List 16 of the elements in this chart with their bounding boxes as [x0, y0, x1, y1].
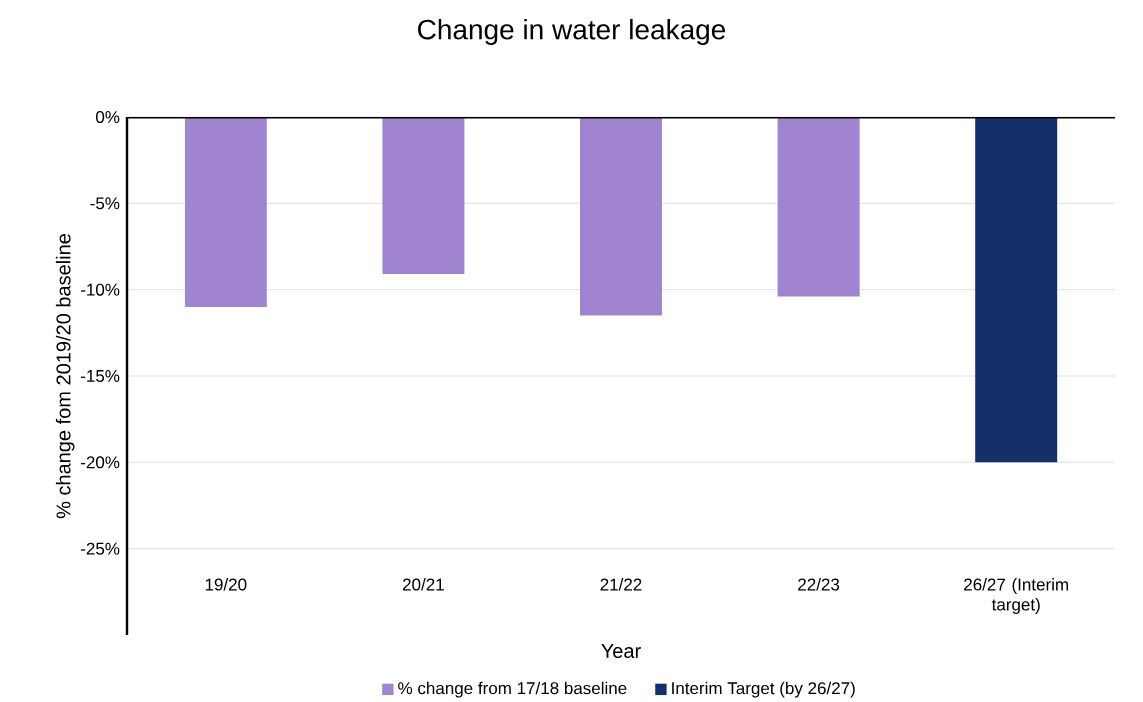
x-tick-label: 22/23	[798, 578, 840, 591]
y-axis-title: % change fom 2019/20 baseline	[55, 234, 75, 519]
legend-label: % change from 17/18 baseline	[398, 681, 627, 698]
y-tick-label: 0%	[96, 110, 120, 124]
y-tick-label: -10%	[81, 283, 120, 296]
x-tick-label: 19/20	[205, 578, 247, 591]
x-axis-title: Year	[601, 644, 641, 659]
y-tick-label: -15%	[81, 370, 120, 382]
legend-label: Interim Target (by 26/27)	[672, 681, 855, 698]
y-tick-label: -20%	[81, 456, 120, 469]
y-tick-label: -5%	[90, 197, 120, 210]
x-tick-label: 26/27 (Interim target)	[964, 578, 1068, 614]
y-tick-label: -25%	[81, 542, 120, 555]
chart-title: Change in water leakage	[418, 18, 726, 46]
x-tick-label: 21/22	[600, 578, 642, 591]
x-tick-label: 20/21	[402, 578, 444, 591]
